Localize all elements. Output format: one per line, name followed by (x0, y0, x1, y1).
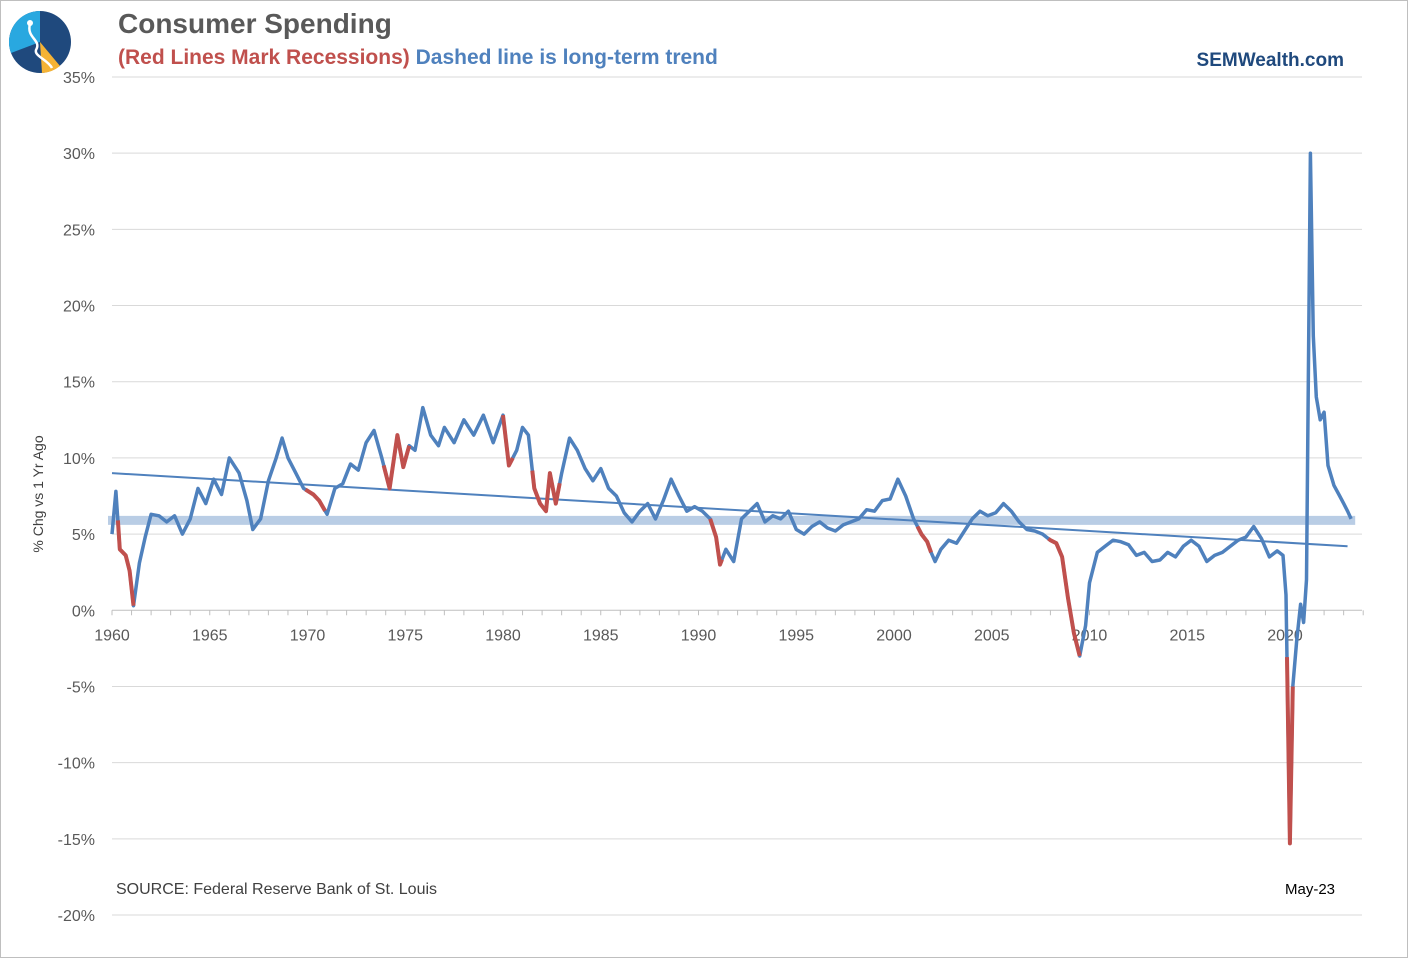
chart-subtitle: (Red Lines Mark Recessions) Dashed line … (118, 46, 718, 70)
x-tick-label: 2000 (876, 627, 912, 644)
y-tick-label: -15% (58, 832, 95, 849)
brand-label: SEMWealth.com (1196, 50, 1344, 71)
last-date-label: May-23 (1285, 881, 1336, 898)
y-tick-label: 35% (63, 70, 95, 87)
y-tick-label: 10% (63, 451, 95, 468)
logo-accent-wedge (40, 42, 60, 73)
recession-segment (1047, 537, 1082, 657)
trend-line (111, 472, 1348, 548)
y-tick-label: 5% (72, 527, 95, 544)
y-tick-label: -10% (58, 756, 95, 773)
logo-dot (27, 20, 33, 26)
subtitle-recessions: (Red Lines Mark Recessions) (118, 46, 410, 69)
y-tick-label: 0% (72, 603, 95, 620)
recession-segment (708, 518, 724, 567)
recession-segment (530, 470, 562, 514)
x-tick-label: 2010 (1072, 627, 1108, 644)
y-tick-label: 15% (63, 375, 95, 392)
x-tick-label: 1975 (387, 627, 423, 644)
semwealth-logo-icon (8, 10, 71, 73)
chart-title: Consumer Spending (118, 8, 392, 39)
y-tick-label: 25% (63, 222, 95, 239)
recession-segment (115, 520, 136, 606)
series-line (110, 151, 1353, 846)
y-tick-label: 30% (63, 146, 95, 163)
recession-segment (915, 525, 933, 554)
x-tick-label: 1980 (485, 627, 521, 644)
recession-segment (1285, 657, 1295, 846)
recession-segment (381, 433, 412, 491)
x-tick-label: 1965 (192, 627, 228, 644)
recession-segment (501, 414, 515, 468)
subtitle-trend: Dashed line is long-term trend (415, 46, 718, 69)
x-tick-label: 1985 (583, 627, 619, 644)
y-tick-label: -20% (58, 908, 95, 925)
x-tick-label: 2005 (974, 627, 1010, 644)
y-tick-label: 20% (63, 299, 95, 316)
x-tick-label: 2015 (1169, 627, 1205, 644)
x-tick-label: 1960 (94, 627, 130, 644)
logo-stroke (28, 23, 54, 69)
y-tick-label: -5% (67, 679, 95, 696)
x-tick-label: 1995 (778, 627, 814, 644)
x-tick-label: 1990 (681, 627, 717, 644)
source-note: SOURCE: Federal Reserve Bank of St. Loui… (116, 881, 438, 898)
recession-segment (304, 487, 327, 512)
x-tick-label: 1970 (290, 627, 326, 644)
